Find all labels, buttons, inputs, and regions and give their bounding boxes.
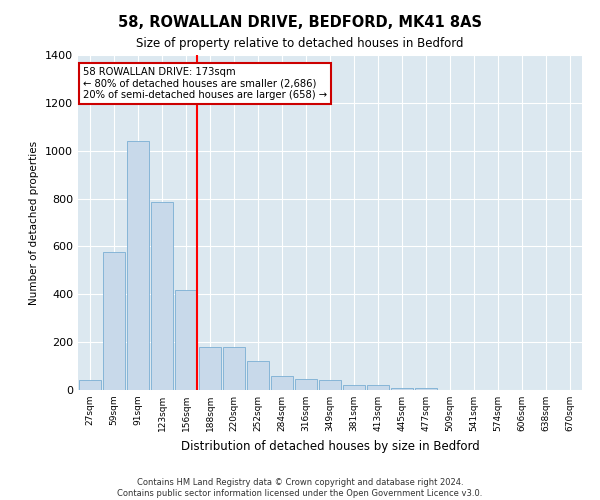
Bar [415, 388, 437, 390]
Text: 58, ROWALLAN DRIVE, BEDFORD, MK41 8AS: 58, ROWALLAN DRIVE, BEDFORD, MK41 8AS [118, 15, 482, 30]
Text: 58 ROWALLAN DRIVE: 173sqm
← 80% of detached houses are smaller (2,686)
20% of se: 58 ROWALLAN DRIVE: 173sqm ← 80% of detac… [83, 66, 327, 100]
Y-axis label: Number of detached properties: Number of detached properties [29, 140, 40, 304]
Bar [391, 388, 413, 390]
X-axis label: Distribution of detached houses by size in Bedford: Distribution of detached houses by size … [181, 440, 479, 452]
Bar [175, 290, 197, 390]
Bar [367, 384, 389, 390]
Bar [199, 347, 221, 390]
Text: Size of property relative to detached houses in Bedford: Size of property relative to detached ho… [136, 38, 464, 51]
Bar [271, 376, 293, 390]
Text: Contains HM Land Registry data © Crown copyright and database right 2024.
Contai: Contains HM Land Registry data © Crown c… [118, 478, 482, 498]
Bar [79, 380, 101, 390]
Bar [151, 202, 173, 390]
Bar [319, 380, 341, 390]
Bar [247, 362, 269, 390]
Bar [223, 347, 245, 390]
Bar [343, 384, 365, 390]
Bar [103, 252, 125, 390]
Bar [127, 141, 149, 390]
Bar [295, 379, 317, 390]
